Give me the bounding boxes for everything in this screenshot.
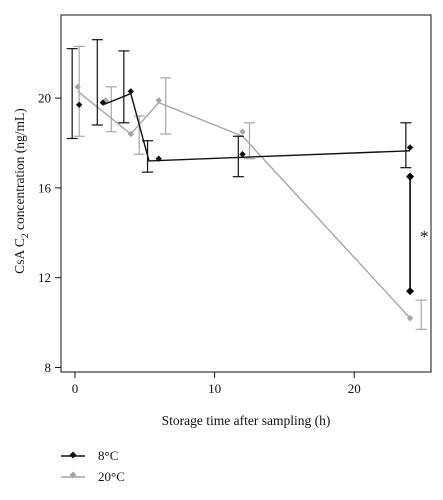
- legend-marker-20c: [69, 471, 77, 479]
- point-20c-5: [406, 314, 414, 322]
- legend-item-20c: 20°C: [61, 469, 125, 484]
- y-axis-title: CsA C2 concentration (ng/mL): [12, 108, 31, 274]
- y-tick-label-12: 12: [38, 270, 51, 285]
- significance-bracket-bottom-marker: [406, 287, 415, 296]
- point-8c-5: [406, 144, 414, 151]
- legend-item-8c: 8°C: [61, 448, 118, 463]
- series-20c: [73, 45, 427, 330]
- point-8c-4: [239, 151, 246, 158]
- point-8c-2: [127, 88, 135, 95]
- legend-label-8c: 8°C: [98, 448, 118, 463]
- y-tick-label-20: 20: [38, 91, 51, 106]
- series-line-20c: [77, 90, 411, 319]
- point-8c-1: [99, 99, 107, 106]
- y-axis-title-main: CsA C: [12, 238, 27, 274]
- series-8c: [66, 39, 414, 178]
- legend-label-20c: 20°C: [98, 469, 125, 484]
- y-axis-title-rest: concentration (ng/mL): [12, 108, 27, 233]
- series-layer: [66, 39, 427, 330]
- point-8c-0: [75, 101, 83, 109]
- plot-frame: [60, 14, 432, 373]
- point-20c-4: [239, 128, 246, 135]
- axes-layer: 0 10 20 8 12 16 20: [38, 91, 361, 396]
- point-20c-3: [155, 97, 162, 104]
- point-20c-2: [127, 130, 135, 138]
- annotation-layer: *: [406, 172, 429, 296]
- x-tick-label-20: 20: [348, 381, 361, 396]
- point-8c-3: [155, 155, 162, 162]
- x-tick-label-10: 10: [208, 381, 221, 396]
- legend: 8°C 20°C: [61, 448, 125, 484]
- x-tick-label-0: 0: [72, 381, 79, 396]
- series-line-8c: [102, 92, 411, 162]
- significance-bracket-top-marker: [406, 172, 415, 181]
- y-tick-label-16: 16: [38, 180, 52, 195]
- x-axis-title: Storage time after sampling (h): [162, 413, 331, 428]
- point-20c-0: [74, 83, 81, 91]
- y-axis-title-subscript: 2: [21, 233, 31, 238]
- y-tick-label-8: 8: [45, 360, 52, 375]
- legend-marker-8c: [69, 451, 77, 459]
- significance-asterisk: *: [420, 227, 429, 246]
